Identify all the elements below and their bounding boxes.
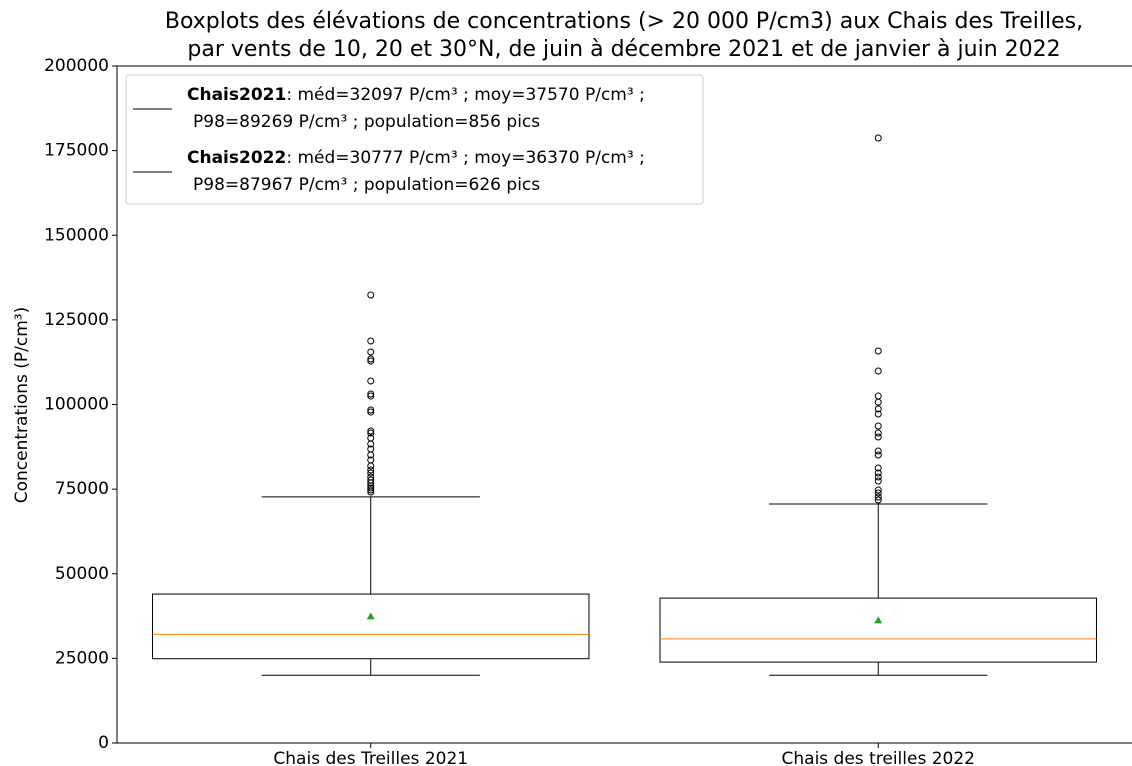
y-tick-label: 50000 (55, 564, 109, 584)
legend-text: : méd=30777 P/cm³ ; moy=36370 P/cm³ ; (286, 148, 645, 168)
flier (367, 406, 375, 414)
flier (367, 427, 375, 435)
box (659, 597, 1097, 663)
flier (367, 377, 375, 385)
flier (367, 466, 375, 474)
flier (874, 392, 882, 400)
flier (874, 422, 882, 430)
flier (874, 347, 882, 355)
mean-marker (874, 616, 883, 624)
y-tick-label: 175000 (44, 141, 109, 161)
flier (367, 348, 375, 356)
flier (874, 469, 882, 477)
flier (367, 484, 375, 492)
flier (367, 451, 375, 459)
legend-text: P98=87967 P/cm³ ; population=626 pics (193, 175, 540, 195)
chart-title: par vents de 10, 20 et 30°N, de juin à d… (187, 37, 1060, 62)
y-tick-label: 25000 (55, 648, 109, 668)
flier (874, 473, 882, 481)
box (152, 593, 590, 660)
flier (874, 410, 882, 418)
flier (367, 357, 375, 365)
flier (874, 134, 882, 142)
y-tick-label: 125000 (44, 310, 109, 330)
flier (367, 469, 375, 477)
flier (367, 429, 375, 437)
y-tick-label: 200000 (44, 56, 109, 76)
flier (874, 429, 882, 437)
flier (874, 464, 882, 472)
legend-label: Chais2022: méd=30777 P/cm³ ; moy=36370 P… (187, 148, 645, 168)
chart-title: Boxplots des élévations de concentration… (165, 9, 1083, 34)
y-tick-label: 0 (98, 733, 109, 753)
flier (367, 462, 375, 470)
flier (367, 291, 375, 299)
legend-box (125, 74, 704, 205)
legend-label: Chais2021: méd=32097 P/cm³ ; moy=37570 P… (187, 85, 645, 105)
flier (367, 392, 375, 400)
y-tick-label: 100000 (44, 395, 109, 415)
legend-text: : méd=32097 P/cm³ ; moy=37570 P/cm³ ; (286, 85, 645, 105)
flier (874, 486, 882, 494)
flier (367, 479, 375, 487)
legend-text: P98=89269 P/cm³ ; population=856 pics (193, 112, 540, 132)
flier (874, 493, 882, 501)
x-tick-label: Chais des Treilles 2021 (273, 749, 468, 766)
y-tick-label: 150000 (44, 225, 109, 245)
y-axis-label: Concentrations (P/cm³) (12, 307, 32, 504)
flier (367, 390, 375, 398)
flier (367, 488, 375, 496)
mean-marker (366, 612, 375, 620)
flier (874, 398, 882, 406)
flier (874, 496, 882, 504)
flier (874, 489, 882, 497)
flier (874, 405, 882, 413)
flier (367, 440, 375, 448)
legend-name: Chais2021 (187, 85, 286, 105)
flier (874, 477, 882, 485)
flier (874, 433, 882, 441)
flier (874, 451, 882, 459)
x-tick-label: Chais des treilles 2022 (782, 749, 975, 766)
y-tick-label: 75000 (55, 479, 109, 499)
flier (367, 337, 375, 345)
flier (874, 447, 882, 455)
flier (367, 486, 375, 494)
flier (874, 367, 882, 375)
legend-name: Chais2022 (187, 148, 286, 168)
flier (367, 355, 375, 363)
flier (367, 408, 375, 416)
